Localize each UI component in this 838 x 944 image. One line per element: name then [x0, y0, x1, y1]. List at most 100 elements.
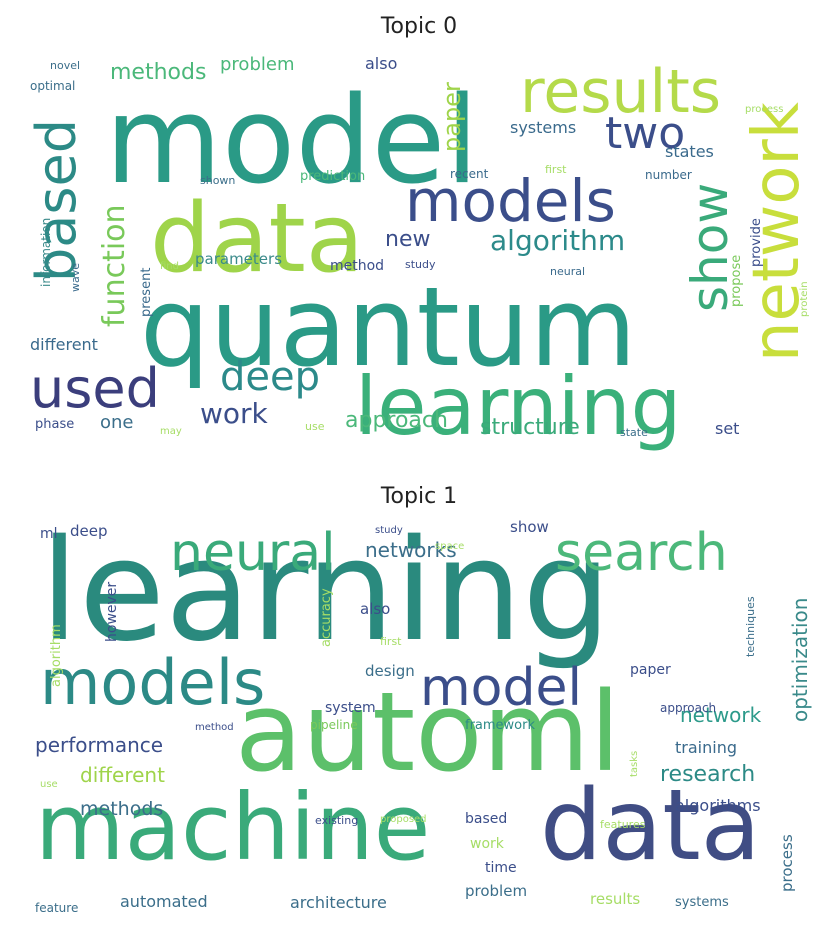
word-provide: provide — [749, 218, 764, 267]
word-optimal: optimal — [30, 79, 76, 93]
word-model: model — [105, 72, 479, 211]
word-approach: approach — [345, 408, 448, 433]
word-results: results — [520, 57, 722, 127]
word-information: information — [39, 217, 53, 287]
word-paper: paper — [438, 82, 466, 152]
word-used: used — [30, 357, 160, 420]
word-models: models — [40, 646, 266, 719]
word-pipeline: pipeline — [310, 718, 358, 732]
word-method: method — [330, 258, 385, 274]
word-deep: deep — [70, 522, 108, 540]
word-automl: automl — [235, 668, 621, 796]
word-learning: learning — [40, 510, 612, 673]
word-protein: protein — [799, 281, 810, 317]
word-results: results — [590, 890, 641, 908]
word-study: study — [405, 258, 436, 271]
word-framework: framework — [465, 718, 536, 733]
word-networks: networks — [365, 538, 457, 562]
word-also: also — [360, 600, 391, 618]
word-models: models — [405, 167, 616, 235]
word-algorithms: algorithms — [675, 796, 761, 815]
topic-0-title: Topic 0 — [380, 14, 458, 39]
word-wave: wave — [69, 262, 82, 292]
word-proposed: proposed — [380, 814, 427, 825]
word-however: however — [104, 581, 120, 642]
word-performance: performance — [35, 733, 164, 757]
word-different: different — [80, 763, 165, 787]
word-accuracy: accuracy — [319, 588, 334, 647]
word-parameters: parameters — [195, 250, 283, 268]
word-neural: neural — [170, 523, 336, 583]
word-problem: problem — [220, 54, 295, 75]
word-based: based — [465, 811, 508, 827]
word-study: study — [375, 525, 403, 536]
word-work: work — [470, 836, 504, 852]
word-quantum: quantum — [140, 263, 637, 391]
word-first: first — [545, 163, 567, 176]
word-neural: neural — [550, 265, 586, 278]
word-methods: methods — [110, 60, 207, 85]
word-optimization: optimization — [788, 597, 812, 722]
word-design: design — [365, 662, 415, 680]
word-automated: automated — [120, 892, 208, 911]
word-paper: paper — [630, 662, 671, 678]
topic-0-word-cloud: model quantum data learning network results mo… — [10, 42, 814, 452]
word-number: number — [645, 168, 692, 182]
word-time: time — [485, 860, 517, 876]
word-process: process — [745, 104, 784, 115]
word-methods: methods — [80, 798, 164, 820]
word-show: show — [510, 518, 549, 536]
word-architecture: architecture — [290, 893, 387, 912]
word-research: research — [660, 762, 756, 787]
word-search: search — [555, 523, 728, 583]
word-tasks: tasks — [629, 750, 640, 777]
word-data: data — [540, 769, 761, 883]
word-approach: approach — [660, 701, 717, 715]
word-show: show — [681, 182, 739, 312]
word-systems: systems — [675, 895, 729, 910]
word-algorithm: algorithm — [490, 224, 626, 257]
word-two: two — [605, 108, 686, 159]
word-recent: recent — [450, 167, 489, 181]
word-techniques: techniques — [744, 596, 757, 657]
word-problem: problem — [465, 882, 528, 900]
word-new: new — [385, 227, 431, 252]
word-systems: systems — [510, 118, 577, 137]
topic-1-word-cloud: learning automl machine data models model sear… — [10, 510, 812, 922]
word-different: different — [30, 335, 98, 354]
word-function: function — [97, 204, 132, 327]
word-present: present — [139, 267, 154, 317]
word-phase: phase — [35, 417, 75, 432]
topic-1-title: Topic 1 — [380, 484, 458, 509]
word-data: data — [150, 184, 364, 294]
word-feature: feature — [35, 901, 79, 915]
word-state: state — [620, 426, 648, 439]
word-use: use — [305, 420, 325, 433]
word-ml: ml — [40, 526, 58, 542]
word-machine: machine — [35, 774, 431, 881]
word-first: first — [380, 635, 402, 648]
word-may: may — [160, 426, 182, 437]
word-existing: existing — [315, 814, 359, 827]
word-novel: novel — [50, 59, 81, 72]
word-space: space — [435, 541, 465, 552]
word-states: states — [665, 142, 714, 161]
word-one: one — [100, 412, 134, 433]
word-features: features — [600, 818, 646, 831]
word-shown: shown — [200, 174, 236, 187]
word-set: set — [715, 419, 740, 438]
word-network: network — [680, 703, 762, 727]
word-prediction: prediction — [300, 169, 366, 184]
word-process: process — [778, 834, 796, 892]
word-method: method — [195, 722, 234, 733]
word-structure: structure — [480, 415, 580, 440]
word-system: system — [325, 700, 376, 716]
word-training: training — [675, 738, 737, 757]
word-use: use — [40, 779, 58, 790]
word-deep: deep — [220, 354, 320, 400]
word-find: find — [160, 261, 179, 272]
word-also: also — [365, 54, 398, 73]
word-model: model — [420, 658, 582, 718]
word-work: work — [200, 397, 268, 430]
word-algorithm: algorithm — [49, 624, 64, 687]
